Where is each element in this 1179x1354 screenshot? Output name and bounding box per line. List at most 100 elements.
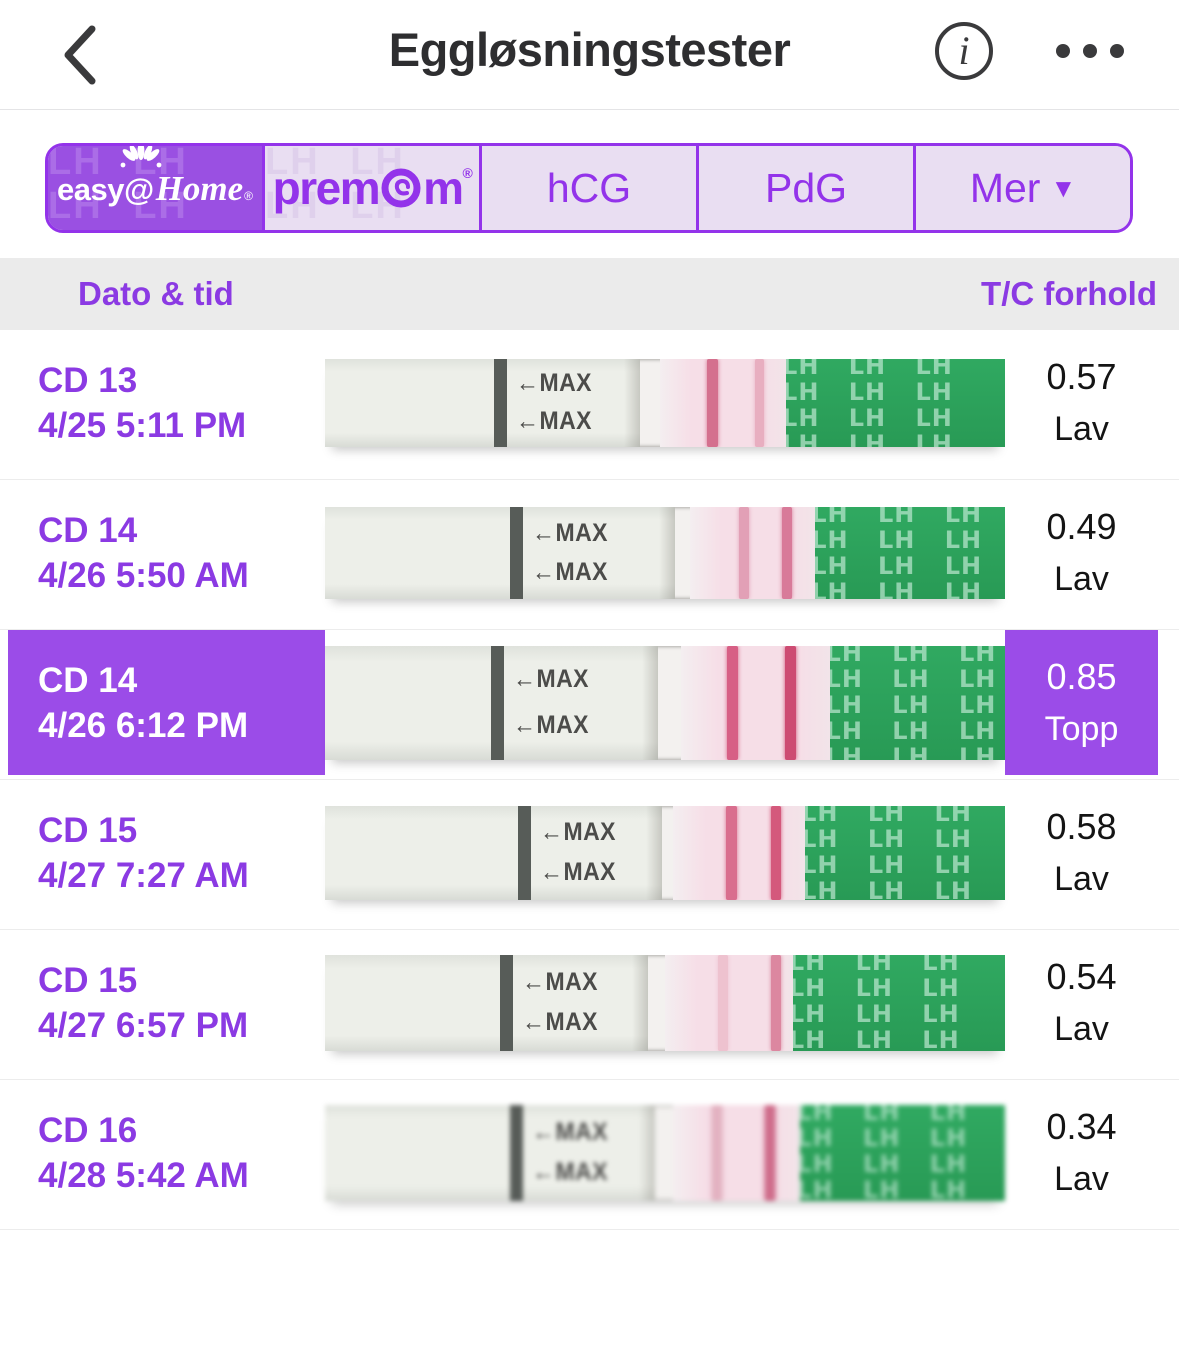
test-strip: ←MAX ←MAX LH LH LH LH LH LH LH LH LH LH L… bbox=[325, 954, 1005, 1051]
svg-text:i: i bbox=[958, 28, 969, 73]
tab-more-label: Mer bbox=[969, 164, 1041, 211]
cycle-day: CD 13 bbox=[38, 360, 138, 400]
strip-membrane bbox=[673, 805, 806, 900]
column-date-time: Dato & tid bbox=[78, 275, 234, 312]
date-time: 4/25 5:11 PM bbox=[38, 405, 247, 445]
test-strip: ←MAX ←MAX LH LH LH LH LH LH LH LH LH LH L… bbox=[325, 1104, 1005, 1201]
strip-handle bbox=[325, 954, 648, 1051]
strip-wick-green: LH LH LH LH LH LH LH LH LH LH LH LH LH L… bbox=[800, 1104, 1005, 1201]
max-labels: ←MAX ←MAX bbox=[540, 818, 617, 886]
cycle-day: CD 15 bbox=[38, 960, 138, 1000]
date-cell: CD 15 4/27 7:27 AM bbox=[8, 780, 325, 925]
dropdown-arrow-icon: ▼ bbox=[1050, 172, 1077, 203]
tab-pdg-label: PdG bbox=[764, 164, 848, 211]
cycle-day: CD 15 bbox=[38, 810, 138, 850]
info-button[interactable]: i bbox=[931, 19, 997, 85]
strip-photo: ←MAX ←MAX LH LH LH LH LH LH LH LH LH LH L… bbox=[325, 1080, 1005, 1225]
strip-photo: ←MAX ←MAX LH LH LH LH LH LH LH LH LH LH L… bbox=[325, 780, 1005, 925]
tab-pdg[interactable]: PdG bbox=[696, 146, 913, 230]
strip-handle bbox=[325, 358, 640, 447]
tab-hcg-label: hCG bbox=[546, 164, 632, 211]
date-time: 4/27 6:57 PM bbox=[38, 1005, 249, 1045]
test-row[interactable]: CD 13 4/25 5:11 PM ←MAX ←MAX LH LH LH LH … bbox=[0, 330, 1179, 480]
strip-wick-green: LH LH LH LH LH LH LH LH LH LH LH LH LH L… bbox=[805, 805, 1005, 900]
ellipsis-icon bbox=[1056, 43, 1124, 58]
test-strip: ←MAX ←MAX LH LH LH LH LH LH LH LH LH LH L… bbox=[325, 645, 1005, 760]
date-cell: CD 13 4/25 5:11 PM bbox=[8, 330, 325, 475]
tab-hcg[interactable]: hCG bbox=[479, 146, 696, 230]
test-strip: ←MAX ←MAX LH LH LH LH LH LH LH LH LH LH L… bbox=[325, 506, 1005, 599]
test-line bbox=[707, 358, 719, 447]
strip-membrane bbox=[690, 506, 816, 599]
strip-membrane bbox=[681, 645, 830, 760]
page-title: Eggløsningstester bbox=[388, 23, 791, 76]
control-line bbox=[781, 506, 792, 599]
strip-handle bbox=[325, 506, 676, 599]
max-labels: ←MAX ←MAX bbox=[531, 1117, 608, 1187]
date-cell: CD 14 4/26 6:12 PM bbox=[8, 630, 325, 775]
table-header: Dato & tid T/C forhold bbox=[0, 258, 1179, 330]
test-row[interactable]: CD 14 4/26 5:50 AM ←MAX ←MAX LH LH LH LH … bbox=[0, 480, 1179, 630]
test-line bbox=[739, 506, 750, 599]
strip-handle bbox=[325, 805, 662, 900]
column-tc-ratio: T/C forhold bbox=[981, 275, 1157, 312]
premom-o-icon bbox=[380, 167, 422, 216]
max-fill-line bbox=[494, 358, 508, 447]
date-time: 4/26 6:12 PM bbox=[38, 705, 249, 745]
registered-mark: ® bbox=[244, 188, 254, 203]
strip-wick-green: LH LH LH LH LH LH LH LH LH LH LH LH LH L… bbox=[815, 506, 1005, 599]
premom-logo-left: prem bbox=[272, 162, 381, 214]
info-icon: i bbox=[935, 22, 993, 80]
easyhome-logo: easy@ Home ® bbox=[56, 146, 254, 207]
tc-ratio-value: 0.57 bbox=[1046, 356, 1117, 397]
cycle-day: CD 14 bbox=[38, 660, 138, 700]
flower-icon bbox=[120, 146, 162, 167]
tab-easyhome-lh[interactable]: LH LH LH LH LH LH LH LH LH LH LH LH LH L… bbox=[48, 146, 262, 230]
date-time: 4/27 7:27 AM bbox=[38, 855, 249, 895]
test-row[interactable]: CD 14 4/26 6:12 PM ←MAX ←MAX LH LH LH LH … bbox=[0, 630, 1179, 780]
tab-premom[interactable]: LH LH LH LH LH LH LH LH LH LH LH LH LH L… bbox=[262, 146, 479, 230]
ratio-cell: 0.58 Lav bbox=[1005, 780, 1158, 925]
cycle-day: CD 14 bbox=[38, 510, 138, 550]
control-line bbox=[784, 645, 796, 760]
strip-wick-green: LH LH LH LH LH LH LH LH LH LH LH LH LH L… bbox=[786, 358, 1005, 447]
registered-mark: ® bbox=[462, 164, 473, 181]
max-labels: ←MAX ←MAX bbox=[512, 664, 589, 740]
easyhome-logo-prefix: easy@ bbox=[56, 171, 154, 207]
max-labels: ←MAX ←MAX bbox=[531, 518, 608, 586]
test-line bbox=[718, 954, 729, 1051]
status-label: Lav bbox=[1054, 860, 1109, 898]
strip-handle bbox=[325, 1104, 655, 1201]
tc-ratio-value: 0.34 bbox=[1046, 1106, 1117, 1147]
premom-logo-right: m bbox=[423, 162, 464, 214]
ratio-cell: 0.34 Lav bbox=[1005, 1080, 1158, 1225]
test-line bbox=[726, 805, 738, 900]
status-label: Lav bbox=[1054, 1160, 1109, 1198]
tab-more[interactable]: Mer ▼ bbox=[913, 146, 1130, 230]
date-time: 4/28 5:42 AM bbox=[38, 1155, 249, 1195]
ratio-cell: 0.85 Topp bbox=[1005, 630, 1158, 775]
status-label: Lav bbox=[1054, 410, 1109, 448]
test-line bbox=[711, 1104, 722, 1201]
test-row[interactable]: CD 16 4/28 5:42 AM ←MAX ←MAX LH LH LH LH … bbox=[0, 1080, 1179, 1230]
test-line bbox=[726, 645, 738, 760]
max-fill-line bbox=[509, 506, 523, 599]
premom-logo: prem m ® bbox=[272, 162, 473, 216]
test-row[interactable]: CD 15 4/27 7:27 AM ←MAX ←MAX LH LH LH LH … bbox=[0, 780, 1179, 930]
strip-photo: ←MAX ←MAX LH LH LH LH LH LH LH LH LH LH L… bbox=[325, 480, 1005, 625]
control-line bbox=[764, 1104, 775, 1201]
ratio-cell: 0.54 Lav bbox=[1005, 930, 1158, 1075]
more-options-button[interactable] bbox=[1050, 36, 1130, 68]
max-labels: ←MAX ←MAX bbox=[521, 967, 598, 1037]
date-time: 4/26 5:50 AM bbox=[38, 555, 249, 595]
strip-membrane bbox=[673, 1104, 801, 1201]
tc-ratio-value: 0.58 bbox=[1046, 806, 1117, 847]
strip-photo: ←MAX ←MAX LH LH LH LH LH LH LH LH LH LH L… bbox=[325, 630, 1005, 775]
test-row[interactable]: CD 15 4/27 6:57 PM ←MAX ←MAX LH LH LH LH … bbox=[0, 930, 1179, 1080]
ratio-cell: 0.57 Lav bbox=[1005, 330, 1158, 475]
control-line bbox=[771, 954, 782, 1051]
test-strip: ←MAX ←MAX LH LH LH LH LH LH LH LH LH LH L… bbox=[325, 358, 1005, 447]
back-button[interactable] bbox=[55, 24, 105, 86]
tc-ratio-value: 0.49 bbox=[1046, 506, 1117, 547]
strip-photo: ←MAX ←MAX LH LH LH LH LH LH LH LH LH LH L… bbox=[325, 330, 1005, 475]
